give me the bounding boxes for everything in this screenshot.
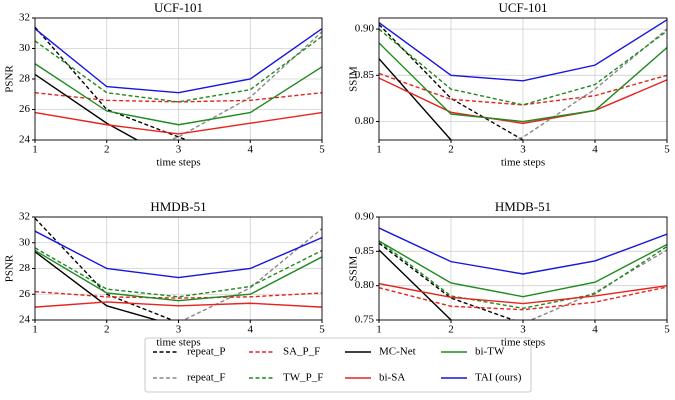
chart-title: UCF-101 (154, 0, 203, 15)
y-tick-label: 26 (19, 103, 31, 115)
y-tick-label: 28 (19, 262, 31, 274)
series-line (379, 77, 667, 125)
series-line (35, 301, 322, 308)
y-axis-label: SSIM (348, 255, 360, 281)
y-axis-label: SSIM (348, 66, 360, 92)
series-line (35, 63, 322, 126)
y-tick-label: 0.75 (355, 314, 375, 326)
x-tick-label: 4 (248, 144, 254, 156)
series-line (35, 230, 322, 279)
legend-label: TAI (ours) (475, 372, 522, 384)
y-tick-label: 30 (19, 236, 31, 248)
x-tick-label: 2 (448, 324, 454, 336)
x-tick-label: 1 (376, 324, 382, 336)
x-tick-label: 1 (376, 144, 382, 156)
y-tick-label: 32 (19, 211, 30, 223)
series-line (379, 42, 667, 123)
series-line (167, 31, 322, 140)
x-tick-label: 3 (520, 144, 526, 156)
series-line (35, 251, 159, 320)
y-tick-label: 0.85 (355, 245, 375, 257)
y-axis-label: PSNR (4, 65, 16, 93)
plot-area (35, 217, 322, 320)
axes-frame (34, 17, 323, 141)
x-tick-label: 4 (248, 324, 254, 336)
series-line (35, 247, 322, 298)
chart-title: UCF-101 (498, 0, 547, 15)
legend-label: repeat_F (187, 372, 225, 384)
series-line (35, 35, 322, 103)
x-tick-label: 1 (32, 144, 38, 156)
x-axis-label: time steps (156, 337, 200, 349)
x-tick-label: 2 (104, 324, 110, 336)
x-tick-label: 4 (592, 144, 598, 156)
y-tick-label: 24 (19, 314, 31, 326)
series-line (379, 240, 667, 298)
series-line (379, 286, 667, 311)
series-line (35, 111, 322, 135)
series-line (35, 28, 322, 94)
legend-label: MC-Net (379, 346, 416, 358)
series-line (379, 240, 667, 310)
y-tick-label: 28 (19, 73, 31, 85)
legend-label: SA_P_F (283, 346, 320, 358)
x-axis-label: time steps (156, 157, 200, 169)
axes-frame (378, 216, 668, 321)
y-tick-label: 32 (19, 12, 30, 24)
series-line (379, 19, 667, 82)
series-line (35, 92, 322, 103)
x-tick-label: 5 (319, 144, 325, 156)
plot-area (35, 26, 322, 140)
y-tick-label: 0.80 (355, 115, 375, 127)
x-tick-label: 4 (592, 324, 598, 336)
series-line (379, 249, 454, 320)
x-axis-label: time steps (501, 337, 545, 349)
y-tick-label: 26 (19, 288, 31, 300)
series-line (379, 58, 453, 140)
plot-area (379, 19, 667, 140)
y-tick-label: 30 (19, 42, 31, 54)
series-line (379, 242, 516, 320)
y-axis-label: PSNR (4, 254, 16, 282)
y-tick-label: 0.85 (355, 69, 375, 81)
x-axis-label: time steps (501, 157, 545, 169)
x-tick-label: 2 (104, 144, 110, 156)
y-tick-label: 0.80 (355, 279, 375, 291)
y-tick-label: 0.90 (355, 211, 375, 223)
y-tick-label: 24 (19, 134, 31, 146)
x-tick-label: 2 (448, 144, 454, 156)
x-tick-label: 3 (520, 324, 526, 336)
series-line (35, 249, 322, 302)
series-line (35, 26, 190, 140)
legend-label: TW_P_F (283, 372, 323, 384)
x-tick-label: 1 (32, 324, 38, 336)
series-line (379, 227, 667, 275)
series-line (35, 290, 322, 299)
axes-frame (34, 216, 323, 321)
chart-title: HMDB-51 (495, 199, 551, 214)
x-tick-label: 3 (176, 324, 182, 336)
legend-label: bi-TW (475, 346, 505, 358)
series-line (379, 23, 526, 140)
y-tick-label: 0.90 (355, 23, 375, 35)
x-tick-label: 5 (664, 324, 670, 336)
legend-label: bi-SA (379, 372, 405, 384)
plot-area (379, 227, 667, 320)
legend-label: repeat_P (187, 346, 225, 358)
chart-title: HMDB-51 (150, 199, 206, 214)
x-tick-label: 5 (664, 144, 670, 156)
axes-frame (378, 17, 668, 141)
series-line (379, 282, 667, 305)
series-line (35, 73, 139, 140)
x-tick-label: 5 (319, 324, 325, 336)
legend-box (144, 337, 532, 393)
x-tick-label: 3 (176, 144, 182, 156)
